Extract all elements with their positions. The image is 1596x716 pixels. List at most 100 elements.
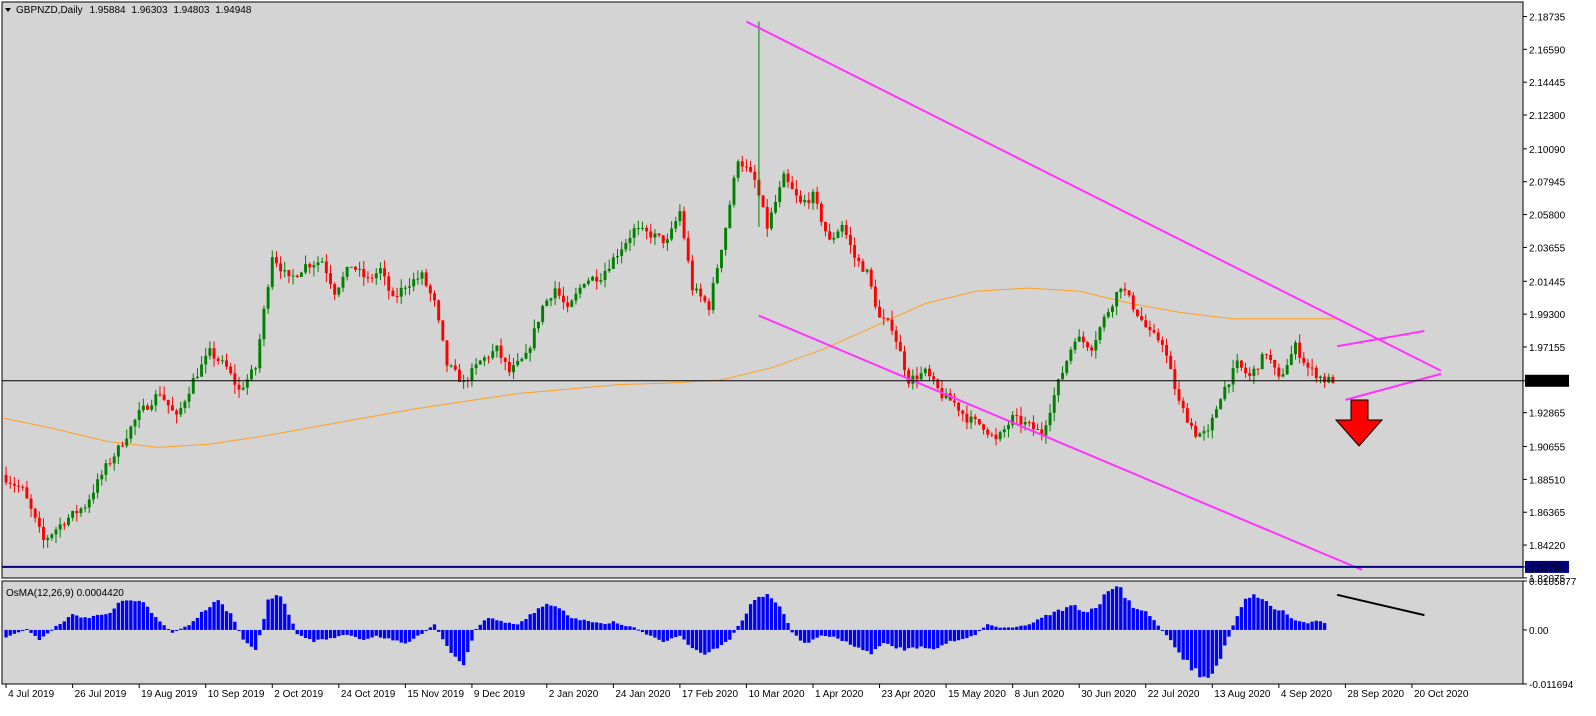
divergence-line[interactable] xyxy=(1336,593,1425,617)
osma-bar xyxy=(840,629,844,641)
candle-body xyxy=(574,293,578,301)
osma-bar xyxy=(58,624,62,630)
candle-body xyxy=(1023,422,1027,425)
candle-body xyxy=(337,287,341,295)
osma-bar xyxy=(998,627,1002,630)
candle-body xyxy=(1289,354,1293,366)
candle-body xyxy=(158,394,162,396)
osma-bar xyxy=(595,622,599,630)
osma-bar xyxy=(491,618,495,630)
osma-bar xyxy=(328,629,333,639)
osma-bar xyxy=(565,615,570,630)
osma-bar xyxy=(104,614,108,630)
osma-bar xyxy=(474,628,478,630)
osma-bar xyxy=(773,602,778,630)
osma-bar xyxy=(70,614,75,630)
candle-body xyxy=(87,499,91,508)
candle-body xyxy=(561,295,565,303)
candle-body xyxy=(1327,376,1331,383)
osma-bar xyxy=(986,624,990,630)
osma-bar xyxy=(1202,629,1206,677)
candle-body xyxy=(878,306,882,318)
candle-body xyxy=(42,526,45,541)
candle-body xyxy=(532,328,536,349)
candle-body xyxy=(1331,376,1335,383)
osma-bar xyxy=(1090,608,1094,630)
candle-body xyxy=(1215,409,1218,418)
candle-body xyxy=(133,419,137,427)
candle-body xyxy=(944,393,948,399)
candle-body xyxy=(516,360,520,366)
osma-bar xyxy=(969,629,973,637)
osma-bar xyxy=(145,606,150,630)
osma-bar xyxy=(919,629,923,647)
trendline[interactable] xyxy=(1336,329,1425,348)
price-tick-label: 2.07945 xyxy=(1529,178,1566,189)
candle-body xyxy=(129,426,133,439)
osma-bar xyxy=(486,618,491,630)
candle-body xyxy=(212,348,216,359)
osma-bar xyxy=(1239,607,1244,630)
candle-body xyxy=(495,345,499,352)
osma-tick-label: 0.00 xyxy=(1529,626,1549,637)
osma-bar xyxy=(719,629,724,645)
osma-bar xyxy=(1119,587,1123,630)
candle-body xyxy=(1306,362,1310,368)
osma-bar xyxy=(923,629,927,649)
candle-body xyxy=(241,387,245,390)
osma-bar xyxy=(927,629,932,649)
osma-bar xyxy=(1185,629,1190,660)
osma-bar xyxy=(362,629,366,640)
osma-bar xyxy=(174,629,179,631)
candle-body xyxy=(25,487,29,499)
osma-bar xyxy=(694,629,699,650)
osma-bar xyxy=(382,629,387,639)
osma-bar xyxy=(977,629,982,632)
osma-bar xyxy=(803,629,807,643)
candle-body xyxy=(1127,290,1131,296)
candle-body xyxy=(1111,306,1114,313)
candle-body xyxy=(857,257,861,262)
candle-body xyxy=(611,257,615,269)
trendline[interactable] xyxy=(758,314,1363,571)
osma-bar xyxy=(657,629,661,640)
chart-menu-icon[interactable] xyxy=(5,8,11,12)
candle-body xyxy=(387,276,391,291)
osma-bar xyxy=(532,613,536,630)
price-tick-label: 2.12300 xyxy=(1529,111,1566,122)
osma-bar xyxy=(644,629,649,635)
candle-body xyxy=(607,268,611,271)
osma-bar xyxy=(41,629,46,637)
osma-bar xyxy=(1044,614,1048,630)
osma-bar xyxy=(877,629,882,647)
candle-body xyxy=(803,200,807,203)
candle-body xyxy=(761,195,765,207)
osma-bar xyxy=(1206,629,1210,678)
candle-body xyxy=(349,266,353,268)
osma-bar xyxy=(33,629,37,636)
price-tick-label: 1.86365 xyxy=(1529,508,1566,519)
candle-body xyxy=(1173,369,1177,390)
osma-bar xyxy=(1010,627,1015,630)
price-panel[interactable] xyxy=(1,1,1524,579)
candle-body xyxy=(1223,386,1227,400)
osma-bar xyxy=(1023,625,1027,630)
candle-body xyxy=(254,368,258,370)
osma-bar xyxy=(291,623,295,630)
candle-body xyxy=(403,287,407,289)
osma-bar xyxy=(990,625,994,630)
osma-bar xyxy=(229,613,233,630)
trendline[interactable] xyxy=(745,20,1442,372)
time-tick-label: 22 Jul 2020 xyxy=(1148,689,1200,700)
osma-bar xyxy=(1094,607,1098,630)
osma-bar xyxy=(1085,612,1090,630)
osma-bar xyxy=(141,602,146,630)
trendline[interactable] xyxy=(1345,372,1442,401)
osma-bar xyxy=(1268,605,1273,630)
osma-panel[interactable] xyxy=(1,580,1524,685)
open-value: 1.95884 xyxy=(89,5,126,16)
osma-bar xyxy=(407,629,412,642)
candle-body xyxy=(1185,408,1189,423)
osma-bar xyxy=(1160,629,1165,631)
